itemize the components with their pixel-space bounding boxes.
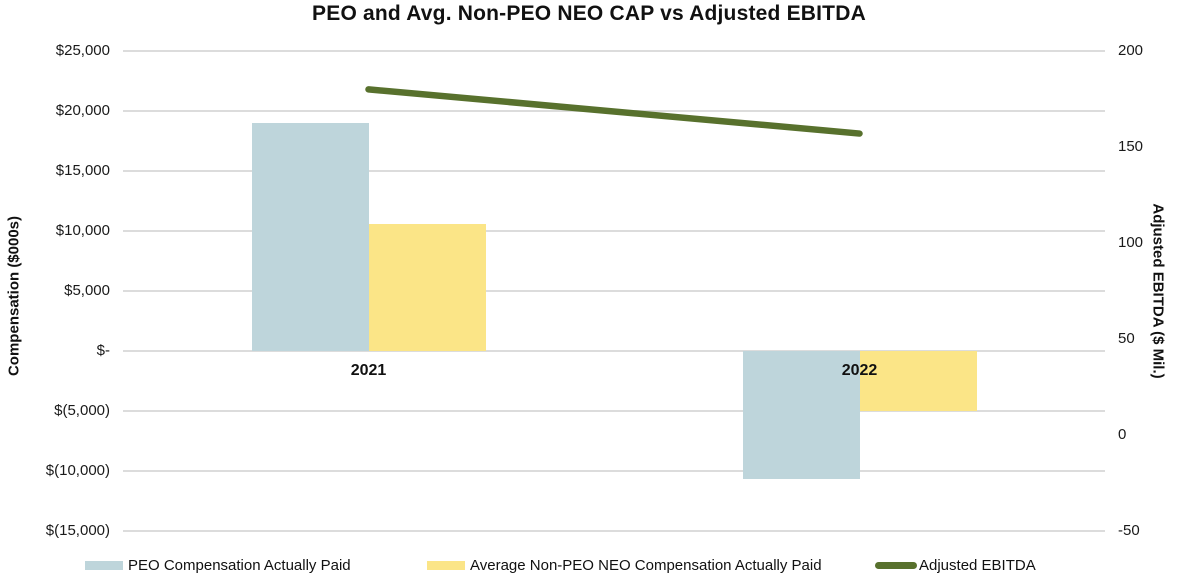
right-axis-tick-label: 50 (1118, 330, 1135, 347)
chart-title: PEO and Avg. Non-PEO NEO CAP vs Adjusted… (312, 2, 866, 25)
bar-neo-2021 (368, 223, 486, 351)
right-axis-tick-label: 100 (1118, 234, 1144, 251)
right-axis-tick-label: 200 (1118, 42, 1144, 59)
right-axis-tick-label: 150 (1118, 138, 1144, 155)
legend-item-neo-cap: Average Non-PEO NEO Compensation Actuall… (427, 554, 822, 576)
legend-label-adjusted-ebitda: Adjusted EBITDA (919, 556, 1036, 574)
bar-neo-2022 (859, 351, 977, 411)
bar-peo-2022 (742, 351, 860, 480)
x-axis-label-2022: 2022 (841, 362, 878, 379)
left-axis-tick-label: $25,000 (55, 42, 110, 59)
gridline (123, 230, 1105, 232)
left-axis-tick-label: $10,000 (55, 222, 110, 239)
left-axis-tick-label: $(10,000) (45, 462, 110, 479)
legend-swatch-peo-cap-icon (85, 560, 123, 570)
right-axis-tick-label: -50 (1118, 522, 1140, 539)
gridline (123, 50, 1105, 52)
gridline (123, 470, 1105, 472)
legend-label-neo-cap: Average Non-PEO NEO Compensation Actuall… (470, 556, 822, 574)
left-axis-tick-label: $(5,000) (54, 402, 110, 419)
gridline (123, 530, 1105, 532)
bar-peo-2021 (251, 123, 369, 351)
left-axis-tick-label: $15,000 (55, 162, 110, 179)
left-axis-tick-label: $5,000 (64, 282, 110, 299)
left-axis-tick-label: $(15,000) (45, 522, 110, 539)
legend: PEO Compensation Actually Paid Average N… (0, 554, 1178, 576)
legend-swatch-adjusted-ebitda-icon (875, 561, 917, 569)
gridline (123, 290, 1105, 292)
legend-label-peo-cap: PEO Compensation Actually Paid (128, 556, 351, 574)
x-axis-label-2021: 2021 (350, 362, 387, 379)
gridline (123, 410, 1105, 412)
legend-swatch-neo-cap-icon (427, 560, 465, 570)
legend-item-peo-cap: PEO Compensation Actually Paid (85, 554, 351, 576)
left-axis-tick-label: $20,000 (55, 102, 110, 119)
right-axis-title: Adjusted EBITDA ($ Mil.) (1149, 203, 1167, 379)
left-axis-tick-label: $- (96, 342, 110, 359)
legend-item-adjusted-ebitda: Adjusted EBITDA (875, 554, 1036, 576)
right-axis-tick-label: 0 (1118, 426, 1127, 443)
gridline (123, 170, 1105, 172)
gridline (123, 110, 1105, 112)
gridline (123, 350, 1105, 352)
